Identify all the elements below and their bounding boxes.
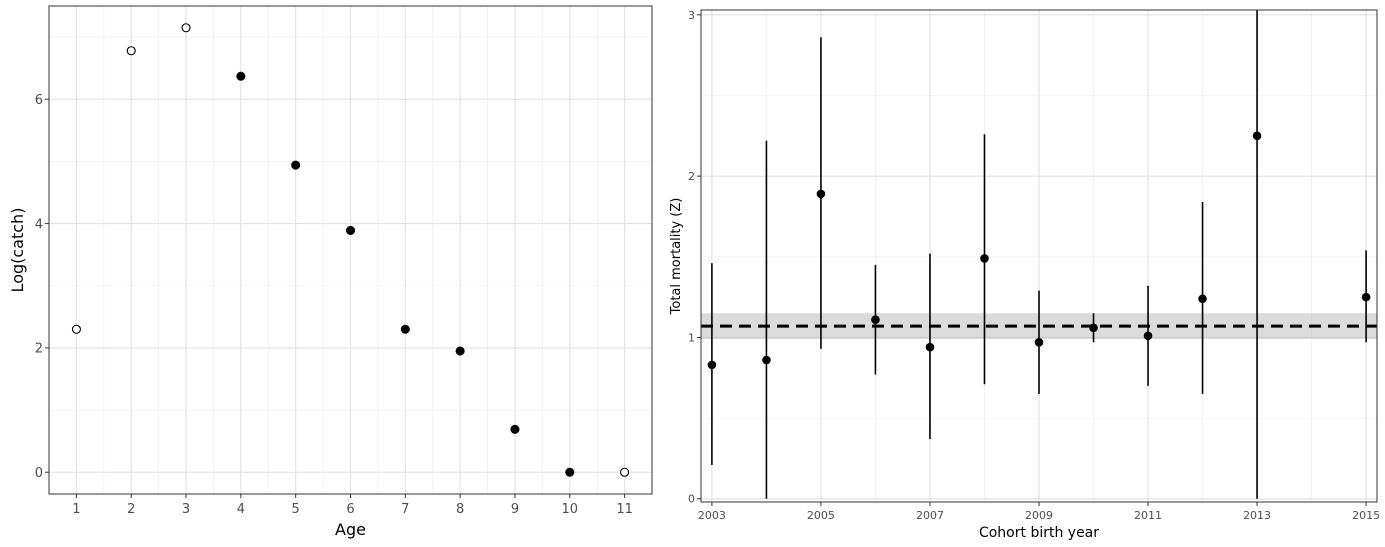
y-tick-label: 2 [688, 170, 695, 183]
z-estimate-point [871, 315, 880, 325]
x-tick-label: 1 [72, 502, 80, 517]
fitted-point [510, 424, 520, 434]
right-y-axis-title: Total mortality (Z) [669, 198, 684, 316]
left-panel-catch-curve: 1 2 3 4 5 6 7 8 9 10 11 0 2 4 6 Age Log(catch) [8, 5, 653, 539]
x-tick-label: 2009 [1025, 509, 1053, 522]
left-x-axis-title: Age [335, 520, 366, 539]
x-tick-label: 2003 [698, 509, 726, 522]
y-tick-label: 4 [35, 217, 43, 232]
x-tick-label: 2007 [916, 509, 944, 522]
z-estimate-point [1034, 338, 1044, 347]
z-estimate-point [707, 360, 717, 370]
x-tick-label: 2011 [1134, 509, 1162, 522]
excluded-point [71, 324, 81, 334]
x-tick-label: 11 [616, 502, 633, 517]
x-tick-label: 2015 [1352, 509, 1380, 522]
excluded-point [620, 467, 630, 477]
x-tick-label: 2013 [1243, 509, 1271, 522]
fitted-point [400, 324, 410, 334]
z-estimate-point [1089, 323, 1098, 333]
z-estimate-point [925, 342, 935, 352]
left-points [71, 23, 630, 477]
y-tick-label: 1 [688, 331, 695, 344]
z-estimate-point [1143, 331, 1153, 341]
excluded-point [181, 23, 191, 33]
fitted-point [565, 467, 575, 477]
z-estimate-point [762, 355, 771, 365]
x-tick-label: 7 [401, 502, 409, 517]
z-estimate-point [980, 254, 989, 263]
x-tick-label: 9 [511, 502, 519, 517]
x-tick-label: 3 [182, 502, 190, 517]
left-axis-ticks: 1 2 3 4 5 6 7 8 9 10 11 0 2 4 6 [35, 93, 633, 517]
y-tick-label: 2 [35, 342, 43, 357]
z-estimate-point [816, 189, 826, 199]
x-tick-label: 2 [127, 502, 135, 517]
x-tick-label: 4 [237, 502, 245, 517]
right-panel-total-mortality: 2003 2005 2007 2009 2011 2013 2015 0 1 2 3 Cohort … [669, 9, 1380, 541]
x-tick-label: 10 [561, 502, 578, 517]
x-tick-label: 6 [346, 502, 354, 517]
y-tick-label: 0 [35, 466, 43, 481]
left-grid [49, 6, 652, 494]
z-estimate-point [1252, 131, 1262, 141]
y-tick-label: 6 [35, 93, 43, 108]
left-y-axis-title: Log(catch) [8, 208, 27, 293]
fitted-point [345, 225, 356, 235]
y-tick-label: 3 [688, 9, 695, 22]
y-tick-label: 0 [688, 493, 695, 506]
fitted-point [291, 160, 301, 170]
fitted-point [455, 346, 465, 356]
right-x-axis-title: Cohort birth year [979, 525, 1099, 541]
right-axis-ticks: 2003 2005 2007 2009 2011 2013 2015 0 1 2 3 [688, 9, 1380, 522]
right-grid [701, 10, 1377, 502]
z-estimate-point [1198, 294, 1207, 304]
z-estimate-point [1361, 292, 1371, 302]
x-tick-label: 5 [292, 502, 300, 517]
x-tick-label: 8 [456, 502, 464, 517]
fitted-point [236, 71, 246, 81]
excluded-point [126, 46, 136, 56]
right-points-with-error-bars [707, 10, 1371, 499]
x-tick-label: 2005 [807, 509, 835, 522]
